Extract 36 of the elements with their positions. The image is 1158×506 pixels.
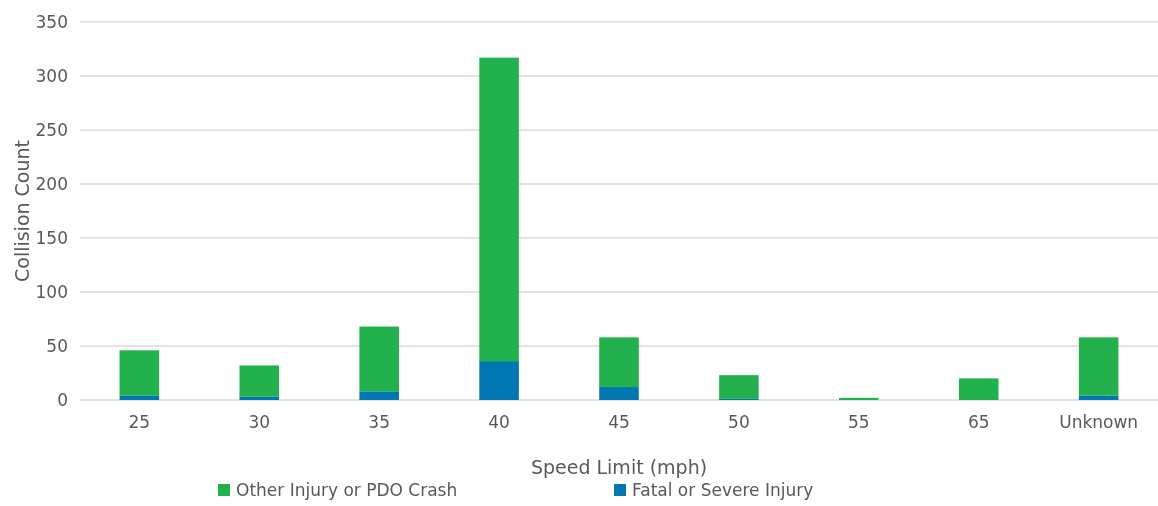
bar xyxy=(1078,395,1119,400)
x-tick-label: 35 xyxy=(368,412,390,433)
y-axis-title: Collision Count xyxy=(11,139,33,283)
x-tick-label: 30 xyxy=(248,412,271,433)
bar xyxy=(839,397,879,400)
x-tick-label: 55 xyxy=(848,412,870,433)
legend-label: Other Injury or PDO Crash xyxy=(236,480,458,500)
y-tick-label: 200 xyxy=(35,173,68,194)
x-tick-label: Unknown xyxy=(1059,412,1139,433)
x-tick-label: 45 xyxy=(608,412,630,433)
bar xyxy=(239,396,280,400)
bar xyxy=(958,378,999,400)
y-tick-label: 50 xyxy=(46,335,68,356)
y-tick-label: 150 xyxy=(35,227,68,248)
y-tick-label: 350 xyxy=(35,11,68,32)
bar xyxy=(119,350,160,396)
bar xyxy=(479,57,519,362)
bar xyxy=(119,395,160,400)
bar xyxy=(359,326,399,392)
x-tick-label: 25 xyxy=(128,412,151,433)
y-tick-label: 300 xyxy=(35,65,68,86)
bar xyxy=(719,375,759,399)
bar xyxy=(1078,337,1119,396)
x-tick-label: 65 xyxy=(967,412,990,433)
bar xyxy=(239,365,280,397)
y-tick-label: 250 xyxy=(35,119,68,140)
x-tick-label: 50 xyxy=(728,412,750,433)
bar xyxy=(599,337,639,388)
bar xyxy=(599,387,639,400)
bar xyxy=(479,361,519,400)
x-axis-title: Speed Limit (mph) xyxy=(530,456,708,478)
y-tick-label: 0 xyxy=(57,389,68,410)
y-tick-label: 100 xyxy=(35,281,68,302)
legend-label: Fatal or Severe Injury xyxy=(632,480,814,500)
bar xyxy=(359,391,399,400)
x-tick-label: 40 xyxy=(488,412,510,433)
